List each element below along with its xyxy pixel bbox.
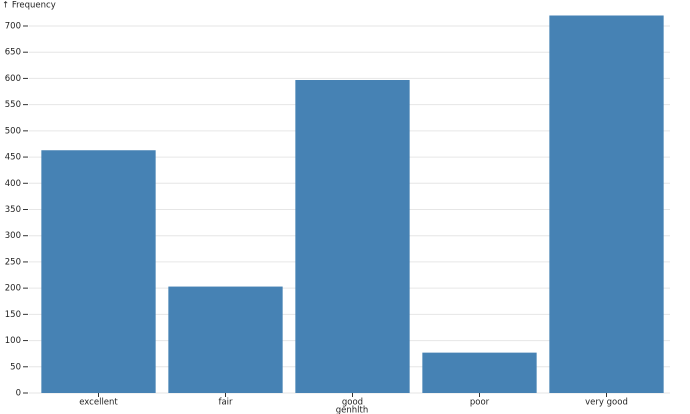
y-tick-label: 0: [16, 389, 21, 399]
x-tick-label: excellent: [79, 398, 118, 408]
y-tick-label: 400: [5, 179, 21, 189]
y-tick-label: 50: [10, 362, 21, 372]
bar: [549, 15, 664, 393]
y-tick-label: 300: [5, 231, 21, 241]
y-tick-label: 650: [5, 48, 21, 58]
x-tick-label: poor: [470, 398, 490, 408]
x-tick-label: good: [342, 398, 363, 408]
y-tick-label: 100: [5, 336, 21, 346]
y-tick-label: 600: [5, 74, 21, 84]
x-tick-label: fair: [218, 398, 233, 408]
y-tick-label: 500: [5, 126, 21, 136]
bar: [41, 150, 156, 393]
y-tick-label: 700: [5, 21, 21, 31]
y-tick-label: 200: [5, 284, 21, 294]
bar: [168, 286, 283, 393]
x-tick-label: very good: [585, 398, 628, 408]
y-tick-label: 450: [5, 153, 21, 163]
y-tick-label: 250: [5, 257, 21, 267]
y-tick-label: 150: [5, 310, 21, 320]
bar: [422, 352, 537, 393]
y-tick-label: 550: [5, 100, 21, 110]
bar: [295, 79, 410, 393]
x-axis-label: genhlth: [336, 406, 368, 414]
y-tick-label: 350: [5, 205, 21, 215]
y-axis-label: ↑ Frequency: [2, 1, 56, 11]
